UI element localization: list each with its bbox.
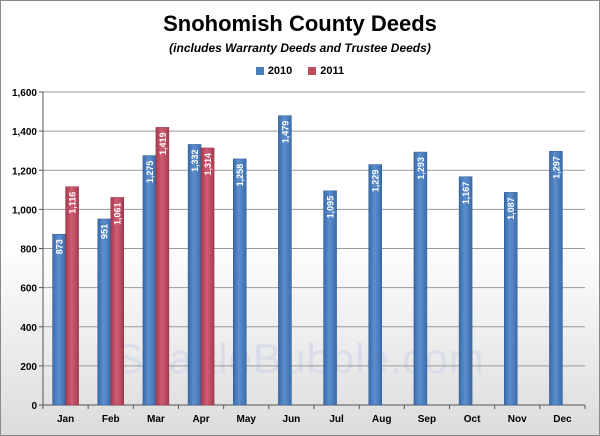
legend-label-2010: 2010: [267, 65, 293, 77]
bar-2010-Jul: [323, 190, 337, 406]
data-label: 1,297: [551, 156, 561, 179]
data-label: 1,419: [158, 132, 168, 155]
x-tick-label: Jul: [329, 414, 344, 425]
legend-label-2011: 2011: [320, 65, 345, 77]
x-tick-label: Sep: [418, 414, 436, 425]
bar-2011-Apr: [200, 147, 215, 406]
legend-item-2011: 2011: [308, 65, 344, 77]
data-label: 1,167: [461, 182, 471, 205]
data-label: 1,116: [68, 192, 78, 214]
bar-2010-May: [233, 158, 247, 406]
data-label: 1,258: [235, 164, 245, 187]
x-tick-label: Jun: [283, 414, 301, 425]
bar-2011-Feb: [110, 197, 124, 406]
x-tick-label: Dec: [553, 414, 572, 425]
x-tick-label: Mar: [147, 414, 165, 425]
bar-2010-Oct: [458, 176, 473, 406]
chart-title: Snohomish County Deeds: [163, 11, 437, 36]
x-tick-label: Apr: [192, 414, 209, 425]
bar-2011-Mar: [155, 127, 170, 406]
x-tick-label: May: [237, 414, 257, 425]
data-label: 873: [55, 239, 65, 254]
legend-swatch-2010: [255, 67, 264, 75]
y-tick-label: 800: [20, 245, 37, 256]
data-label: 1,314: [203, 153, 213, 176]
bar-2010-Dec: [549, 151, 563, 406]
data-label: 1,479: [280, 121, 290, 144]
chart-subtitle: (includes Warranty Deeds and Trustee Dee…: [169, 41, 431, 55]
y-tick-label: 0: [31, 401, 37, 412]
x-tick-label: Aug: [372, 414, 391, 425]
data-label: 1,229: [371, 170, 381, 193]
data-label: 1,095: [326, 196, 336, 219]
y-tick-label: 200: [20, 362, 37, 373]
y-tick-label: 1,200: [12, 166, 37, 177]
data-label: 1,087: [506, 197, 516, 220]
data-label: 1,332: [190, 149, 200, 172]
x-tick-label: Feb: [102, 414, 120, 425]
bar-2010-Mar: [142, 155, 157, 406]
legend-swatch-2011: [308, 67, 317, 75]
bar-2010-Feb: [97, 218, 111, 406]
data-label: 1,293: [416, 157, 426, 180]
bar-2010-Jan: [52, 233, 66, 406]
data-label: 1,275: [145, 161, 155, 184]
x-tick-label: Oct: [464, 414, 481, 425]
y-tick-label: 1,400: [12, 127, 37, 138]
bar-2011-Jan: [65, 186, 79, 406]
bar-2010-Apr: [187, 144, 202, 406]
legend-item-2010: 2010: [255, 65, 293, 77]
bar-2010-Aug: [368, 164, 382, 406]
legend: 2010 2011: [1, 65, 599, 77]
y-tick-label: 600: [20, 284, 37, 295]
bar-2010-Jun: [278, 115, 292, 406]
y-tick-label: 1,000: [12, 205, 37, 216]
data-label: 1,061: [113, 202, 123, 225]
y-tick-label: 1,600: [12, 88, 37, 99]
data-label: 951: [100, 224, 110, 239]
bar-2010-Sep: [413, 151, 428, 406]
y-tick-label: 400: [20, 323, 37, 334]
x-tick-label: Jan: [57, 414, 74, 425]
bar-2010-Nov: [504, 192, 518, 406]
x-tick-label: Nov: [508, 414, 527, 425]
